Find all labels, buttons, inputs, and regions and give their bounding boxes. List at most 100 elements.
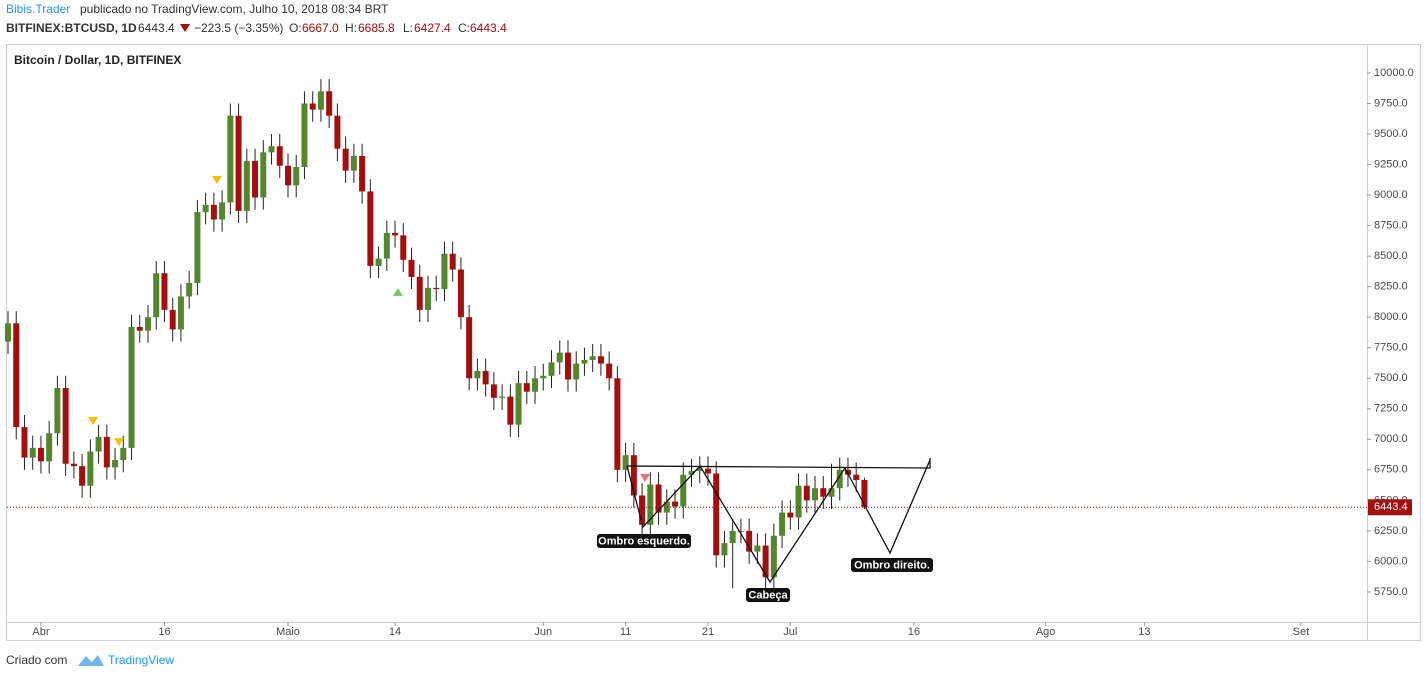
body [62, 388, 69, 464]
annotation-box [597, 534, 691, 548]
body [37, 447, 44, 462]
c: 6443.4 [470, 21, 507, 35]
body [309, 103, 316, 110]
plot [5, 79, 868, 590]
annotation-box [851, 558, 933, 572]
body [243, 160, 250, 211]
published: publicado no TradingView.com, Julho 10, … [80, 2, 389, 16]
y-tick-label: 8750.0 [1374, 220, 1408, 232]
body [729, 530, 736, 544]
x-tick-label: Set [1293, 626, 1310, 638]
body [589, 356, 596, 360]
body [490, 384, 497, 398]
x-tick-label: Jul [783, 626, 797, 638]
body [696, 468, 703, 472]
x-tick-label: 16 [158, 626, 170, 638]
body [210, 204, 217, 220]
body [655, 484, 662, 513]
y-tick-label: 7000.0 [1374, 433, 1408, 445]
y-tick-label: 9500.0 [1374, 128, 1408, 140]
body [79, 466, 86, 486]
x-tick-label: Jun [534, 626, 552, 638]
body [828, 488, 835, 497]
x-tick-label: 11 [620, 626, 631, 638]
body [680, 474, 687, 507]
body [128, 326, 135, 448]
body [202, 204, 209, 213]
body [449, 253, 456, 270]
frame [6, 44, 1421, 641]
chart-title: Bitcoin / Dollar, 1D, BITFINEX [14, 53, 181, 67]
body [153, 273, 160, 318]
body [795, 485, 802, 518]
body [704, 468, 711, 474]
down-arrow [180, 24, 190, 32]
body [392, 232, 399, 236]
body [350, 156, 357, 171]
symbol: BITFINEX:BTCUSD, 1D [6, 21, 137, 35]
o: 6667.0 [302, 21, 339, 35]
footer-brand[interactable]: TradingView [108, 653, 174, 667]
body [5, 323, 11, 342]
y-tick-label: 8500.0 [1374, 250, 1408, 262]
body [713, 473, 720, 556]
body [803, 485, 810, 501]
body [177, 296, 184, 330]
o-label: O: [289, 21, 302, 35]
x-tick-label: Abr [32, 626, 49, 638]
body [29, 447, 36, 458]
body [416, 276, 423, 310]
body [301, 103, 308, 167]
body [812, 488, 819, 501]
annotation: Ombro esquerdo. [598, 535, 690, 547]
y-tick-label: 9750.0 [1374, 97, 1408, 109]
author[interactable]: Bibis.Trader [6, 2, 70, 16]
body [342, 148, 349, 171]
body [820, 488, 827, 497]
body [424, 287, 431, 310]
body [564, 352, 571, 380]
marker [88, 417, 98, 425]
body [507, 396, 514, 425]
y-tick-label: 5750.0 [1374, 586, 1408, 598]
body [433, 287, 440, 290]
body [573, 363, 580, 380]
marker [640, 474, 650, 482]
last-price-box [1368, 499, 1412, 516]
body [227, 115, 234, 203]
h-label: H: [345, 21, 357, 35]
body [779, 512, 786, 536]
y-tick-label: 7750.0 [1374, 342, 1408, 354]
body [136, 326, 143, 331]
body [70, 463, 77, 467]
body [194, 212, 201, 284]
body [457, 269, 464, 318]
body [235, 115, 242, 211]
body [441, 253, 448, 290]
annotation: Cabeça [748, 589, 788, 601]
body [746, 530, 753, 552]
body [663, 501, 670, 513]
change: −223.5 (−3.35%) [194, 21, 283, 35]
body [87, 451, 94, 486]
body [787, 512, 794, 518]
y-tick-label: 9250.0 [1374, 158, 1408, 170]
y-tick-label: 6000.0 [1374, 555, 1408, 567]
body [630, 455, 637, 496]
body [556, 352, 563, 363]
body [861, 479, 868, 508]
x-tick-label: 16 [908, 626, 920, 638]
pattern [626, 458, 931, 584]
y-tick-label: 8000.0 [1374, 311, 1408, 323]
y-tick-label: 6750.0 [1374, 464, 1408, 476]
l-label: L: [403, 21, 413, 35]
body [836, 469, 843, 489]
x-tick-label: 21 [702, 626, 714, 638]
body [359, 156, 366, 192]
body [375, 258, 382, 266]
body [317, 91, 324, 110]
body [169, 309, 176, 330]
y-tick-label: 8250.0 [1374, 281, 1408, 293]
body [647, 484, 654, 525]
